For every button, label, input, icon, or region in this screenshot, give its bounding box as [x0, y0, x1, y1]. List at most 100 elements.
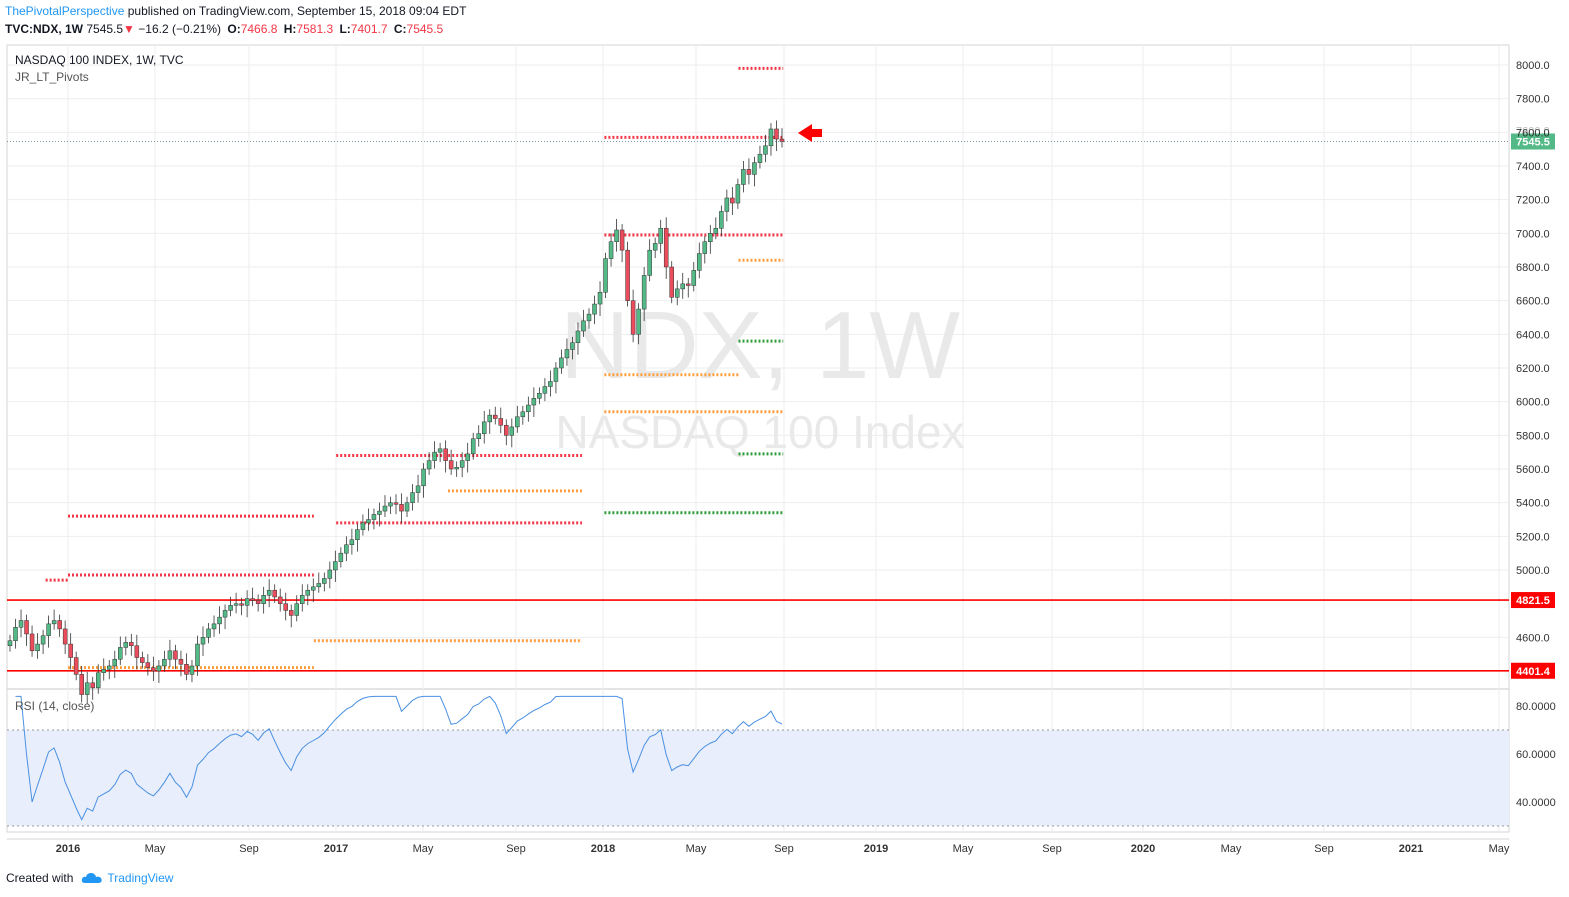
candle-body — [504, 424, 509, 436]
candle-body — [200, 637, 206, 645]
candle-body — [360, 522, 366, 530]
candle-body — [730, 197, 735, 204]
candle-body — [327, 569, 333, 579]
candle-body — [619, 229, 625, 251]
candle-body — [493, 414, 498, 419]
last-price-box — [1511, 133, 1555, 150]
x-tick-label: 2018 — [591, 843, 615, 855]
open-value: 7466.8 — [240, 22, 278, 36]
rsi-tick-label: 80.0000 — [1516, 701, 1556, 713]
x-tick-label: May — [1221, 843, 1242, 855]
candle-body — [95, 672, 101, 689]
y-tick-label: 5200.0 — [1516, 531, 1550, 543]
horizontal-lines: 4821.5 4401.4 — [7, 592, 1555, 679]
candle-body — [311, 586, 316, 591]
candle-body — [272, 589, 277, 598]
price-label: 4821.5 — [1516, 595, 1550, 607]
symbol-info-bar: TVC:NDX, 1W 7545.5▼ −16.2 (−0.21%) O:746… — [5, 22, 443, 36]
y-tick-label: 5400.0 — [1516, 498, 1550, 510]
rsi-label[interactable]: RSI (14, close) — [15, 699, 94, 713]
candle-body — [741, 169, 746, 185]
candle-body — [18, 620, 24, 628]
candle-body — [581, 320, 586, 332]
x-tick-label: Sep — [239, 843, 259, 855]
candle-body — [151, 667, 156, 672]
candle-body — [448, 460, 454, 470]
candle-body — [746, 169, 752, 175]
candle-body — [520, 411, 526, 418]
candle-body — [597, 292, 603, 305]
price-label-box — [1511, 662, 1555, 679]
candle-body — [261, 595, 266, 604]
candle-body — [283, 603, 288, 611]
candle-body — [399, 504, 404, 512]
annotation-arrow-icon — [798, 124, 822, 142]
candle-body — [195, 643, 200, 667]
candle-body — [112, 658, 118, 667]
x-tick-label: May — [145, 843, 166, 855]
candle-body — [371, 514, 377, 520]
candle-body — [388, 502, 393, 507]
candle-body — [774, 128, 779, 140]
candle-body — [145, 662, 151, 668]
candle-body — [29, 633, 35, 652]
candle-body — [51, 620, 57, 625]
author-link[interactable]: ThePivotalPerspective — [5, 4, 125, 18]
high-value: 7581.3 — [296, 22, 334, 36]
candle-body — [686, 283, 691, 286]
y-tick-label: 6600.0 — [1516, 296, 1550, 308]
x-tick-label: Sep — [1314, 843, 1334, 855]
candle-body — [129, 642, 134, 647]
candle-body — [211, 623, 217, 630]
candle-body — [608, 241, 614, 259]
candle-body — [498, 418, 504, 426]
candle-body — [426, 460, 432, 470]
candle-body — [410, 492, 415, 503]
candle-body — [294, 603, 299, 616]
candle-body — [691, 270, 697, 286]
candle-body — [316, 583, 322, 588]
open-label: O: — [227, 22, 241, 36]
tradingview-link[interactable]: TradingView — [107, 871, 174, 885]
candle-body — [134, 645, 140, 658]
candle-body — [338, 552, 344, 562]
x-tick-label: 2017 — [324, 843, 348, 855]
candle-body — [244, 598, 250, 606]
candle-body — [481, 421, 487, 434]
y-tick-label: 6400.0 — [1516, 329, 1550, 341]
rsi-tick-label: 60.0000 — [1516, 749, 1556, 761]
footer: Created with TradingView — [6, 871, 173, 885]
x-tick-label: Sep — [506, 843, 526, 855]
candle-body — [537, 393, 542, 399]
last-price-label: 7545.5 — [1516, 137, 1550, 149]
y-tick-label: 5800.0 — [1516, 430, 1550, 442]
low-label: L: — [339, 22, 351, 36]
y-tick-label: 7000.0 — [1516, 228, 1550, 240]
rsi-tick-label: 40.0000 — [1516, 797, 1556, 809]
candle-body — [255, 600, 261, 604]
candle-body — [708, 233, 713, 242]
candle-body — [355, 529, 360, 540]
last-price: 7545.5 — [86, 22, 124, 36]
legend-indicator[interactable]: JR_LT_Pivots — [15, 70, 89, 84]
y-tick-label: 6000.0 — [1516, 397, 1550, 409]
tradingview-cloud-icon — [82, 873, 103, 883]
candle-body — [476, 433, 481, 439]
candle-body — [123, 642, 129, 648]
high-label: H: — [283, 22, 297, 36]
candle-body — [658, 228, 663, 244]
candle-body — [322, 578, 327, 584]
candle-body — [62, 628, 68, 645]
candle-body — [35, 643, 40, 652]
candle-body — [553, 367, 559, 382]
candle-body — [344, 544, 349, 554]
x-tick-label: 2020 — [1131, 843, 1155, 855]
candle-body — [178, 658, 184, 665]
candle-body — [305, 589, 311, 596]
x-tick-label: Sep — [1042, 843, 1062, 855]
y-tick-label: 5000.0 — [1516, 565, 1550, 577]
candle-body — [7, 640, 13, 647]
candle-body — [250, 598, 255, 601]
